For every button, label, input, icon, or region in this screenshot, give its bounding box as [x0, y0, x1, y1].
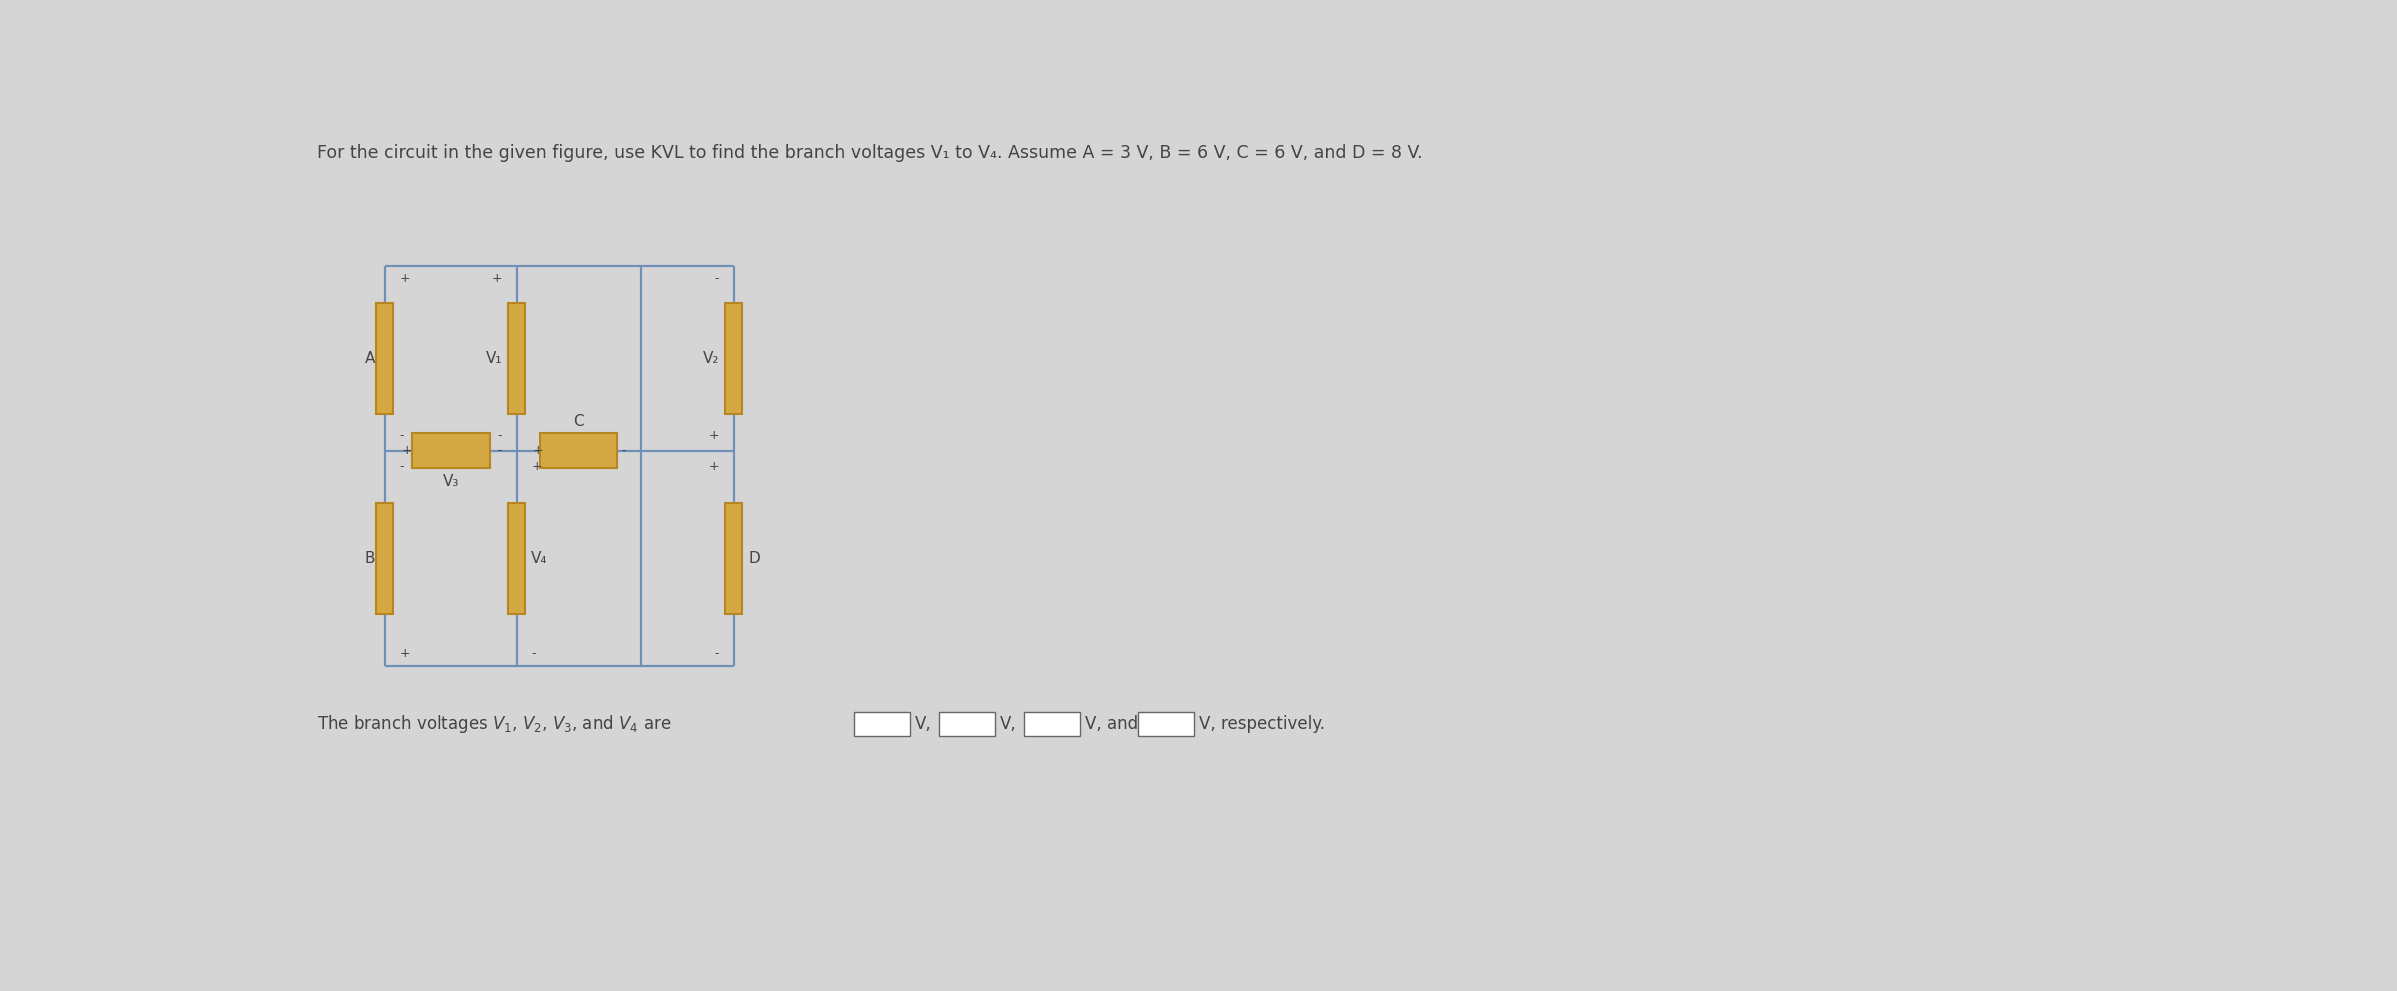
Bar — [1139, 712, 1194, 736]
Text: +: + — [400, 273, 410, 285]
Text: +: + — [707, 460, 719, 473]
Bar — [853, 712, 908, 736]
Text: +: + — [400, 444, 412, 457]
Bar — [412, 433, 489, 468]
Text: -: - — [714, 647, 719, 660]
Text: -: - — [532, 647, 537, 660]
Text: V, respectively.: V, respectively. — [1198, 716, 1326, 733]
Bar — [940, 712, 995, 736]
Text: -: - — [621, 444, 626, 457]
Text: +: + — [532, 460, 542, 473]
Bar — [726, 502, 743, 614]
Text: +: + — [707, 428, 719, 442]
Text: V, and: V, and — [1086, 716, 1139, 733]
Bar — [539, 433, 618, 468]
Text: -: - — [499, 428, 501, 442]
Text: For the circuit in the given figure, use KVL to find the branch voltages V₁ to V: For the circuit in the given figure, use… — [316, 145, 1421, 163]
Bar — [376, 502, 393, 614]
Text: V₄: V₄ — [532, 551, 549, 566]
Text: +: + — [400, 647, 410, 660]
Bar — [508, 502, 525, 614]
Bar — [1024, 712, 1081, 736]
Text: C: C — [573, 414, 585, 429]
Text: -: - — [714, 273, 719, 285]
Text: The branch voltages $V_1$, $V_2$, $V_3$, and $V_4$ are: The branch voltages $V_1$, $V_2$, $V_3$,… — [316, 714, 671, 735]
Text: -: - — [499, 444, 501, 457]
Bar — [726, 302, 743, 414]
Text: B: B — [364, 551, 374, 566]
Text: A: A — [364, 351, 374, 366]
Text: V,: V, — [1000, 716, 1016, 733]
Text: +: + — [491, 273, 501, 285]
Text: D: D — [748, 551, 760, 566]
Text: V₃: V₃ — [443, 475, 458, 490]
Text: V₁: V₁ — [487, 351, 501, 366]
Text: +: + — [532, 444, 544, 457]
Bar — [376, 302, 393, 414]
Text: V₂: V₂ — [702, 351, 719, 366]
Text: -: - — [400, 460, 405, 473]
Text: -: - — [400, 428, 405, 442]
Bar — [508, 302, 525, 414]
Text: V,: V, — [916, 716, 932, 733]
